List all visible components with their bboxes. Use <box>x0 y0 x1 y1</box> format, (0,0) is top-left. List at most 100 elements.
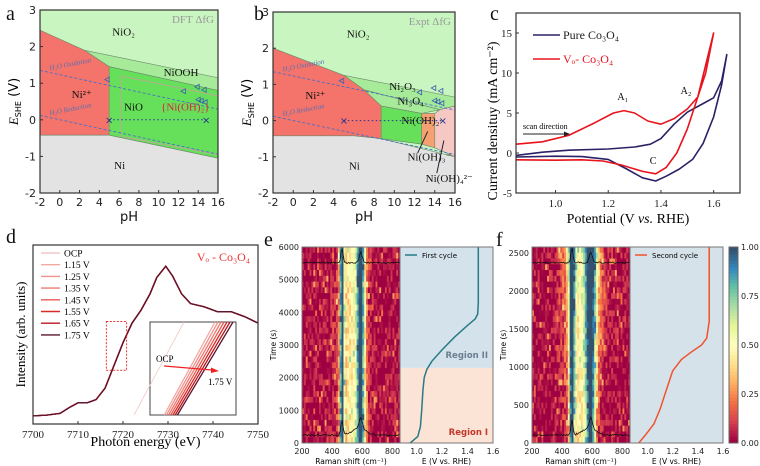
heatmap-cell <box>386 275 390 282</box>
heatmap-cell <box>548 379 552 386</box>
heatmap-cell <box>624 333 627 340</box>
heatmap-cell <box>537 373 540 380</box>
heatmap-cell <box>334 379 337 386</box>
heatmap-cell <box>626 379 629 386</box>
heatmap-cell <box>581 264 584 271</box>
heatmap-cell <box>618 293 621 300</box>
heatmap-cell <box>358 264 361 271</box>
cross-marker: × <box>202 115 210 126</box>
heatmap-cell <box>383 304 386 311</box>
heatmap-cell <box>303 321 307 329</box>
heatmap-cell <box>390 298 393 306</box>
heatmap-cell <box>384 264 388 271</box>
heatmap-cell <box>307 425 310 432</box>
plot-frame <box>39 9 219 194</box>
heatmap-cell <box>535 345 539 352</box>
heatmap-cell <box>341 408 344 415</box>
heatmap-cell <box>584 385 588 392</box>
heatmap-cell <box>371 408 375 415</box>
heatmap-cell <box>356 293 359 300</box>
x-tick-label: -2 <box>35 196 46 209</box>
heatmap-cell <box>360 270 363 277</box>
y-tick-label: 2 <box>29 41 36 54</box>
heatmap-cell <box>330 252 333 259</box>
heatmap-cell <box>562 414 565 421</box>
heatmap-cell <box>317 310 320 317</box>
heatmap-cell <box>345 304 348 311</box>
heatmap-cell <box>601 350 605 357</box>
heatmap-cell <box>533 373 537 380</box>
heatmap-cell <box>539 321 542 329</box>
heatmap-cell <box>377 408 380 415</box>
heatmap-cell <box>396 333 399 340</box>
heatmap-cell <box>609 258 612 265</box>
heatmap-cell <box>302 425 305 432</box>
heatmap-cell <box>541 304 544 311</box>
heatmap-cell <box>556 258 559 265</box>
heatmap-cell <box>586 264 589 271</box>
water-stability-line <box>272 115 456 156</box>
heatmap-cell <box>622 339 625 346</box>
heatmap-cell <box>550 327 554 334</box>
heatmap-cell <box>586 270 589 277</box>
heatmap-cell <box>326 437 329 444</box>
heatmap-cell <box>614 287 618 294</box>
heatmap-cell <box>381 321 384 329</box>
heatmap-cell <box>586 252 589 259</box>
heatmap-cell <box>356 333 359 340</box>
heatmap-cell <box>305 419 309 427</box>
heatmap-cell <box>394 270 397 277</box>
heatmap-cell <box>313 408 316 415</box>
heatmap-cell <box>533 287 537 294</box>
heatmap-cell <box>392 293 395 300</box>
heatmap-cell <box>594 316 597 323</box>
triangle-marker <box>200 86 207 93</box>
heatmap-cell <box>313 339 316 346</box>
heatmap-cell <box>599 310 603 317</box>
heatmap-cell <box>624 247 627 254</box>
heatmap-cell <box>614 402 618 409</box>
heatmap-cell <box>315 264 318 271</box>
colorbar-segment <box>729 429 738 434</box>
heatmap-cell <box>537 419 540 427</box>
heatmap-cell <box>569 431 572 438</box>
heatmap-cell <box>309 385 312 392</box>
pointer-arrow <box>417 131 429 154</box>
heatmap-cell <box>352 264 356 271</box>
heatmap-cell <box>586 385 589 392</box>
heatmap-cell <box>541 368 544 375</box>
heatmap-cell <box>337 270 341 277</box>
heatmap-cell <box>532 327 535 334</box>
heatmap-cell <box>341 345 344 352</box>
heatmap-cell <box>311 391 314 398</box>
heatmap-cell <box>616 270 620 277</box>
heatmap-cell <box>581 379 584 386</box>
heatmap-cell <box>364 356 367 363</box>
heatmap-cell <box>356 327 359 334</box>
heatmap-cell <box>379 310 382 317</box>
heatmap-cell <box>614 368 618 375</box>
heatmap-cell <box>366 275 369 282</box>
heatmap-cell <box>601 362 605 369</box>
heatmap-cell <box>575 414 578 421</box>
heatmap-cell <box>533 419 537 427</box>
heatmap-cell <box>569 379 572 386</box>
heatmap-cell <box>377 414 380 421</box>
heatmap-cell <box>302 396 305 404</box>
heatmap-cell <box>614 425 618 432</box>
heatmap-cell <box>601 252 605 259</box>
heatmap-cell <box>548 414 552 421</box>
x-axis-label-part: vs. <box>638 212 653 227</box>
heatmap-cell <box>390 373 393 380</box>
heatmap-cell <box>371 391 375 398</box>
heatmap-cell <box>398 345 401 352</box>
heatmap-cell <box>335 396 339 404</box>
heatmap-cell <box>613 385 616 392</box>
heatmap-cell <box>337 321 341 329</box>
heatmap-cell <box>358 281 361 288</box>
heatmap-cell <box>584 252 588 259</box>
heatmap-cell <box>332 316 335 323</box>
heatmap-cell <box>558 345 561 352</box>
